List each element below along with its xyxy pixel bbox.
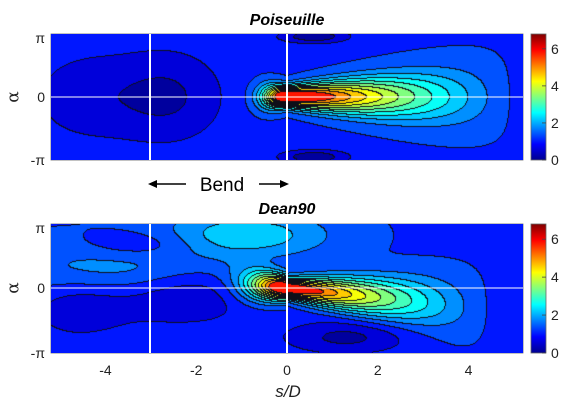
colorbar-tick-label: 4 [551, 269, 559, 285]
bend-arrow-left-head [148, 180, 157, 188]
colorbar-dean90 [530, 223, 547, 354]
panel-dean90: Dean90 π 0 -π α -4 -2 0 2 4 s/D 0 2 4 6 [4, 201, 560, 401]
x-tick-label: -4 [99, 362, 112, 378]
colorbar-ticks-poiseuille: 0 2 4 6 [542, 41, 559, 168]
bend-label: Bend [200, 175, 244, 196]
y-axis-label: α [4, 282, 24, 294]
y-axis-label: α [4, 91, 24, 103]
x-ticks-dean90: -4 -2 0 2 4 [99, 362, 472, 378]
colorbar-tick-label: 2 [551, 115, 559, 131]
colorbar-ticks-dean90: 0 2 4 6 [542, 231, 559, 361]
y-tick-label: 0 [37, 89, 45, 105]
y-tick-label: π [35, 220, 45, 236]
colorbar-tick-label: 2 [551, 307, 559, 323]
colorbar-tick-label: 0 [551, 152, 559, 168]
bend-arrow-right-head [280, 180, 289, 188]
colorbar-tick-label: 6 [551, 41, 559, 57]
colorbar-poiseuille [530, 33, 547, 161]
y-tick-label: π [35, 30, 45, 46]
panel-title-poiseuille: Poiseuille [250, 12, 325, 29]
y-tick-label: 0 [37, 280, 45, 296]
x-axis-label: s/D [275, 382, 301, 401]
x-tick-label: 0 [283, 362, 291, 378]
bend-annotation: Bend [148, 175, 289, 196]
y-tick-label: -π [31, 152, 46, 168]
x-tick-label: -2 [190, 362, 203, 378]
colorbar-tick-label: 0 [551, 345, 559, 361]
panel-title-dean90: Dean90 [259, 201, 316, 218]
x-tick-label: 2 [374, 362, 382, 378]
panel-poiseuille: Poiseuille π 0 -π α 0 2 4 6 [4, 12, 560, 168]
y-tick-label: -π [31, 345, 46, 361]
colorbar-tick-label: 6 [551, 231, 559, 247]
colorbar-tick-label: 4 [551, 78, 559, 94]
x-tick-label: 4 [465, 362, 473, 378]
